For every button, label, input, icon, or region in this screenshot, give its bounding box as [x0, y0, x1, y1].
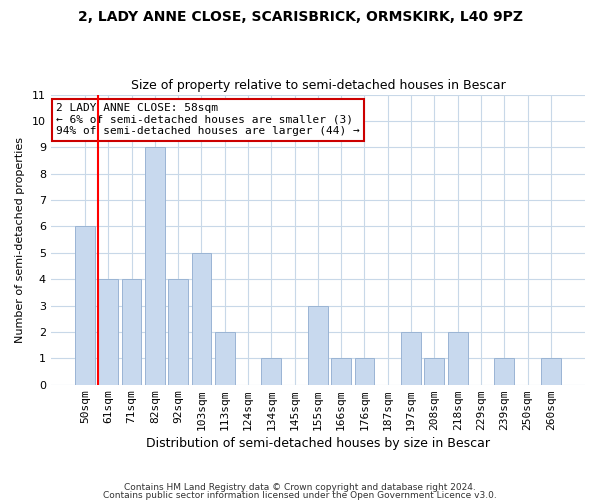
Bar [401, 332, 421, 384]
Bar [424, 358, 444, 384]
Bar [122, 279, 142, 384]
Bar [494, 358, 514, 384]
Bar [98, 279, 118, 384]
Bar [448, 332, 467, 384]
X-axis label: Distribution of semi-detached houses by size in Bescar: Distribution of semi-detached houses by … [146, 437, 490, 450]
Bar [168, 279, 188, 384]
Bar [262, 358, 281, 384]
Bar [215, 332, 235, 384]
Bar [191, 253, 211, 384]
Bar [75, 226, 95, 384]
Title: Size of property relative to semi-detached houses in Bescar: Size of property relative to semi-detach… [131, 79, 505, 92]
Bar [541, 358, 561, 384]
Text: 2, LADY ANNE CLOSE, SCARISBRICK, ORMSKIRK, L40 9PZ: 2, LADY ANNE CLOSE, SCARISBRICK, ORMSKIR… [77, 10, 523, 24]
Y-axis label: Number of semi-detached properties: Number of semi-detached properties [15, 136, 25, 342]
Text: Contains public sector information licensed under the Open Government Licence v3: Contains public sector information licen… [103, 490, 497, 500]
Text: 2 LADY ANNE CLOSE: 58sqm
← 6% of semi-detached houses are smaller (3)
94% of sem: 2 LADY ANNE CLOSE: 58sqm ← 6% of semi-de… [56, 104, 360, 136]
Bar [355, 358, 374, 384]
Bar [331, 358, 351, 384]
Bar [308, 306, 328, 384]
Bar [145, 148, 165, 384]
Text: Contains HM Land Registry data © Crown copyright and database right 2024.: Contains HM Land Registry data © Crown c… [124, 484, 476, 492]
